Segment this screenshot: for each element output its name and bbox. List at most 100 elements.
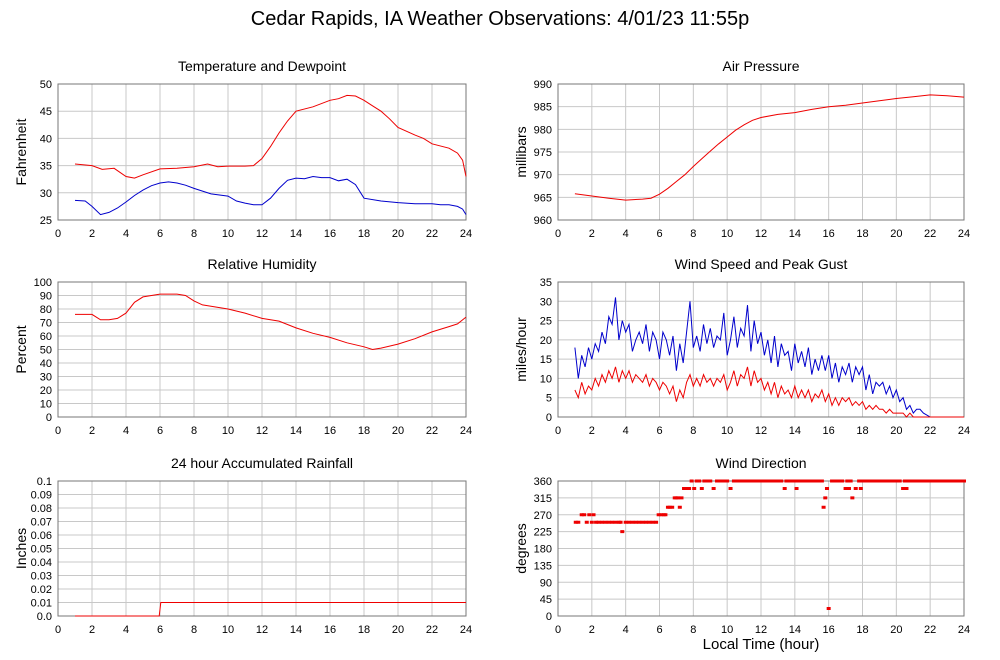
data-point (738, 479, 743, 483)
data-point (863, 479, 868, 483)
y-tick-label: 135 (534, 560, 552, 572)
x-tick-label: 2 (89, 228, 95, 240)
data-point (643, 520, 648, 524)
x-tick-label: 12 (256, 425, 268, 437)
y-tick-label: 0 (546, 412, 552, 424)
x-tick-label: 20 (890, 624, 902, 636)
y-tick-label: 0.07 (31, 517, 52, 529)
data-point (584, 520, 589, 524)
x-tick-label: 14 (789, 425, 801, 437)
x-tick-label: 8 (191, 425, 197, 437)
data-point (782, 487, 787, 490)
y-tick-label: 25 (40, 215, 52, 227)
x-tick-label: 2 (589, 228, 595, 240)
y-tick-label: 225 (534, 527, 552, 539)
y-tick-label: 990 (534, 79, 552, 91)
data-point (654, 520, 659, 524)
x-tick-label: 4 (623, 425, 629, 437)
data-point (833, 479, 838, 483)
plot-frame (57, 480, 467, 617)
data-point (890, 479, 895, 483)
data-point (874, 479, 879, 483)
y-tick-label: 0.04 (31, 557, 52, 569)
y-tick-label: 90 (40, 291, 52, 303)
y-tick-label: 40 (40, 133, 52, 145)
y-tick-label: 965 (534, 192, 552, 204)
data-point (907, 479, 912, 483)
data-point (840, 479, 845, 483)
x-tick-label: 16 (324, 624, 336, 636)
data-point (620, 530, 625, 534)
data-point (924, 479, 929, 483)
y-tick-label: 0.06 (31, 530, 52, 542)
data-point (845, 479, 850, 483)
x-tick-label: 12 (256, 624, 268, 636)
chart-title: Wind Speed and Peak Gust (675, 256, 848, 272)
data-point (931, 479, 936, 483)
x-tick-label: 8 (690, 624, 696, 636)
data-point (699, 487, 704, 490)
series-line-red (75, 293, 467, 351)
data-point (591, 513, 596, 517)
plot-frame (557, 281, 965, 418)
data-point (813, 479, 818, 483)
y-axis-label: Percent (13, 325, 29, 373)
data-point (853, 487, 858, 490)
x-tick-label: 8 (690, 425, 696, 437)
plot-frame (57, 83, 467, 221)
data-point (687, 487, 692, 490)
data-point (637, 520, 642, 524)
data-point (659, 513, 664, 517)
x-tick-label: 20 (890, 425, 902, 437)
x-tick-label: 2 (589, 624, 595, 636)
data-point (742, 479, 747, 483)
data-point (759, 479, 763, 483)
x-tick-label: 10 (721, 228, 733, 240)
y-tick-label: 20 (40, 385, 52, 397)
data-point (799, 479, 804, 483)
x-axis-label: Local Time (hour) (702, 636, 820, 653)
y-tick-label: 35 (540, 277, 552, 289)
data-point (573, 520, 578, 524)
x-tick-label: 20 (392, 228, 404, 240)
data-point (897, 479, 902, 483)
chart-title: Relative Humidity (208, 256, 317, 272)
y-tick-label: 975 (534, 147, 552, 159)
data-point (735, 479, 740, 483)
x-tick-label: 18 (358, 624, 370, 636)
data-point (650, 520, 655, 524)
data-point (955, 479, 960, 483)
data-point (958, 479, 963, 483)
data-point (830, 479, 835, 483)
data-point (704, 479, 709, 483)
data-point (823, 496, 828, 500)
data-point (858, 487, 863, 490)
x-tick-label: 0 (555, 228, 561, 240)
y-tick-label: 0.1 (37, 476, 52, 488)
data-point (633, 520, 638, 524)
x-tick-label: 2 (89, 425, 95, 437)
data-point (857, 479, 862, 483)
data-point (794, 487, 799, 490)
data-point (676, 496, 681, 500)
data-point (934, 479, 939, 483)
series-line-red (75, 602, 466, 617)
y-tick-label: 90 (540, 577, 552, 589)
data-point (884, 479, 889, 483)
y-tick-label: 0.09 (31, 490, 52, 502)
y-tick-label: 20 (540, 335, 552, 347)
data-point (796, 479, 801, 483)
x-tick-label: 12 (755, 425, 767, 437)
y-tick-label: 360 (534, 476, 552, 488)
data-point (819, 479, 824, 483)
series-line-blue (74, 175, 467, 216)
data-point (826, 607, 831, 610)
x-tick-label: 24 (460, 425, 472, 437)
data-point (618, 520, 623, 524)
x-tick-label: 16 (823, 624, 835, 636)
data-point (918, 479, 923, 483)
y-tick-label: 70 (40, 318, 52, 330)
data-point (938, 479, 943, 483)
data-point (596, 520, 601, 524)
x-tick-label: 6 (157, 228, 163, 240)
